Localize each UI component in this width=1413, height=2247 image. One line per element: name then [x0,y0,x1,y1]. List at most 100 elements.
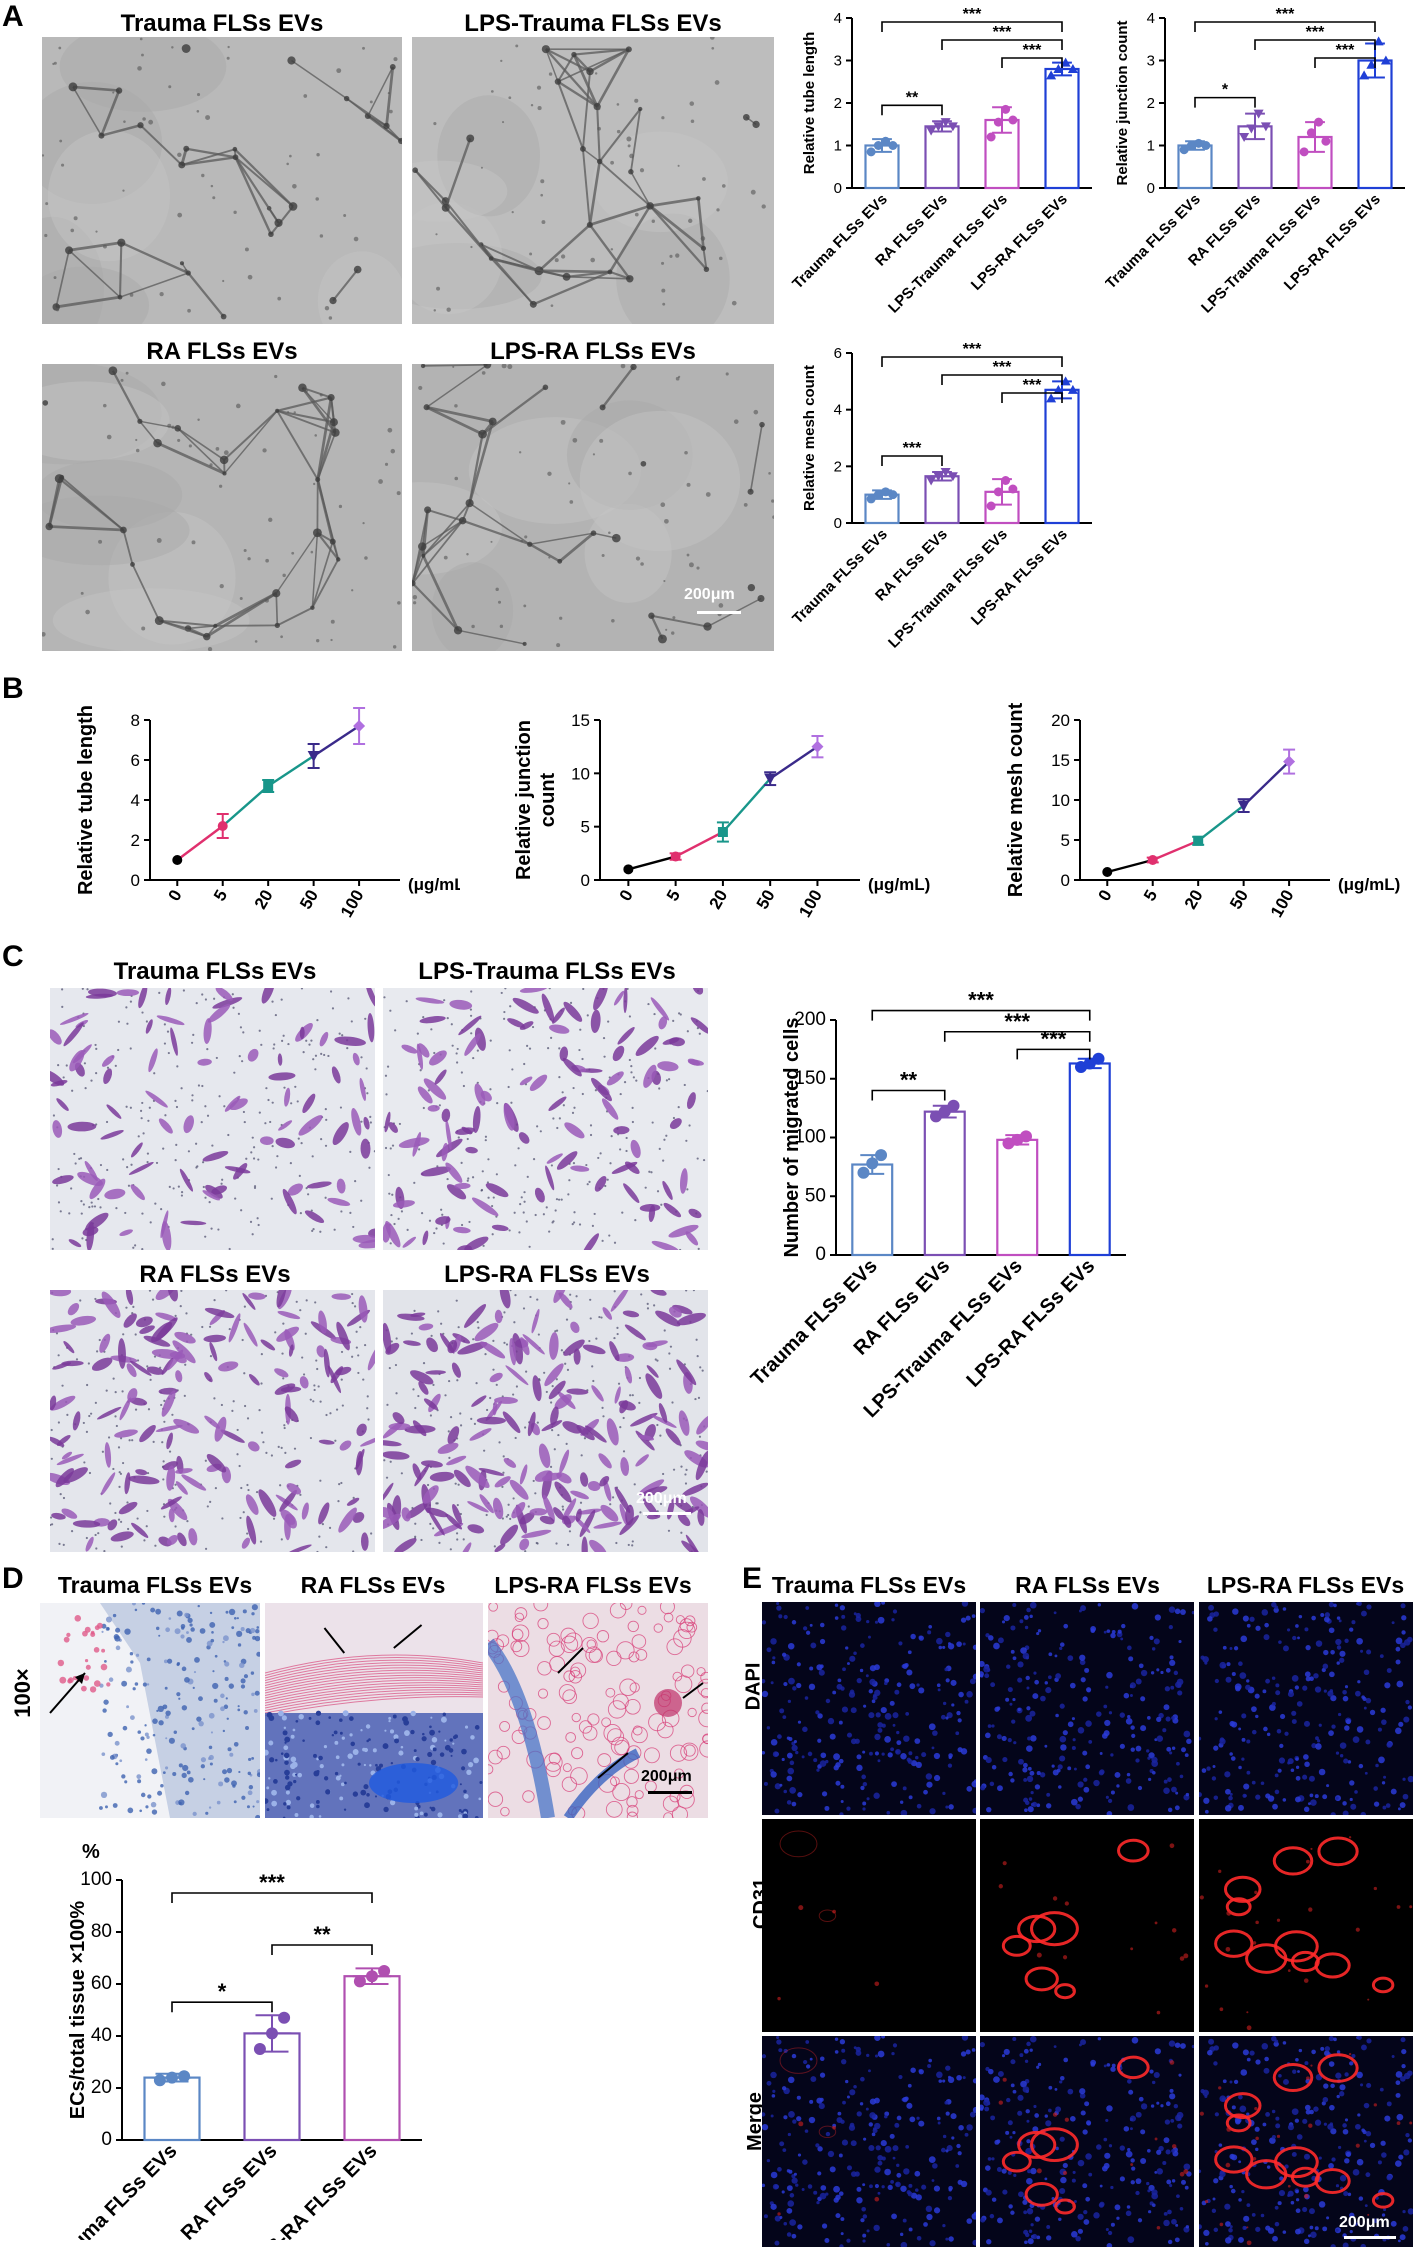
significance-bracket [1016,1048,1091,1060]
data-point [888,490,898,500]
x-tick-label: 50 [296,887,322,913]
data-point [1001,104,1011,114]
data-point [1067,64,1078,73]
series-line-segment [722,777,772,833]
x-tick-label: Trauma FLSs EVs [747,1255,882,1390]
y-tick-label: 40 [91,2025,112,2046]
data-point [947,472,958,482]
y-tick-label: 150 [794,1068,826,1089]
chart-b-junction-count: 0 5 10 15 Relative junction count 0 5 20 50 100 (μg… [513,711,930,921]
e-scalebar [1344,2236,1396,2239]
e-merge-lps-ra: 200μm [1199,2036,1413,2247]
data-point [1053,64,1064,73]
y-axis-title: Relative junction [513,720,535,880]
x-axis-unit: (μg/mL) [868,875,930,894]
data-point [866,494,876,504]
significance-bracket [871,1009,1091,1021]
data-point [1060,376,1071,386]
y-tick-label: 5 [581,818,590,837]
e-merge-trauma [762,2036,976,2247]
data-point [670,851,681,862]
significance-bracket [941,39,1063,50]
data-point [253,2043,266,2055]
y-tick-label: 1 [1147,138,1155,155]
data-point [1193,835,1204,846]
data-point [278,2011,291,2024]
series-line-segment [1106,858,1154,874]
a-image-title-ra: RA FLSs EVs [146,338,298,365]
data-point [1020,1130,1033,1143]
data-point [266,2027,278,2040]
y-tick-label: 80 [91,1921,112,1942]
y-tick-label: 0 [581,871,590,890]
data-point [947,1099,960,1112]
e-fluorescence-grid: 200μm [762,1602,1413,2247]
x-tick-label: Trauma FLSs EVs [790,526,891,628]
d-image-title-ra: RA FLSs EVs [300,1572,446,1598]
y-tick-label: 6 [834,345,842,362]
chart-b-mesh-count: 0 5 10 15 20 Relative mesh count 0 5 20 50 100 (μg/… [1005,702,1400,920]
significance-bracket [171,1892,373,1903]
significance-bracket [881,455,943,466]
data-point [1186,141,1196,150]
series-line-segment [312,724,360,758]
data-point [353,1975,366,1988]
y-axis-title: Relative mesh count [1005,702,1027,897]
significance-label: *** [993,24,1012,41]
y-tick-label: 2 [131,831,140,850]
significance-label: ** [900,1068,918,1093]
c-scalebar [643,1512,691,1515]
y-tick-label: 0 [1147,180,1155,197]
x-tick-label: 5 [1140,887,1161,905]
a-micrograph-ra [42,364,402,651]
x-tick-label: 0 [1095,887,1116,905]
y-tick-label: 6 [131,751,140,770]
data-point [153,2074,166,2087]
data-point [1060,57,1071,67]
significance-label: *** [1023,377,1042,394]
data-point [307,751,320,762]
data-point [811,740,824,753]
e-cd31-trauma [762,1819,976,2032]
y-tick-label: 3 [834,53,842,70]
chart-a-junction-count: 0 1 2 3 4 Relative junction count Trauma FLSs … [1105,6,1405,317]
data-point [764,773,777,785]
x-tick-label: 100 [795,887,826,921]
series-line-segment [1242,760,1290,807]
data-point [926,476,937,486]
significance-label: *** [903,440,922,457]
series-line-segment [769,745,819,780]
y-tick-label: 2 [834,458,842,475]
data-point [217,821,228,831]
x-tick-label: RA FLSs EVs [177,2140,282,2240]
chart-b-tube-length: 0 2 4 6 8 Relative tube length 0 5 20 50 100 (μg/mL… [75,705,460,921]
c-micrograph-trauma [50,988,375,1250]
y-axis-title: Relative junction count [1114,20,1131,185]
a-scalebar-label: 200μm [684,586,735,603]
data-point [933,472,944,482]
series-line-segment [628,855,676,871]
a-micrograph-lps-trauma [412,37,774,324]
significance-label: * [218,1979,227,2004]
data-point [1246,124,1257,134]
d-scalebar [648,1791,692,1794]
data-point [1321,136,1331,146]
significance-label: *** [259,1870,285,1895]
data-point [993,487,1003,497]
a-micrograph-trauma [42,37,402,324]
y-tick-label: 0 [834,180,842,197]
data-point [1314,117,1324,127]
significance-label: *** [993,359,1012,376]
y-axis-title: count [537,772,559,827]
data-point [888,141,898,150]
data-point [1001,476,1011,485]
data-point [1373,36,1384,46]
x-axis-unit: (μg/mL) [1338,875,1400,894]
data-point [263,781,274,791]
y-tick-label: 0 [834,515,842,532]
data-point [1092,1052,1105,1065]
d-histology-ra [265,1603,483,1818]
y-tick-label: 15 [1051,751,1070,770]
